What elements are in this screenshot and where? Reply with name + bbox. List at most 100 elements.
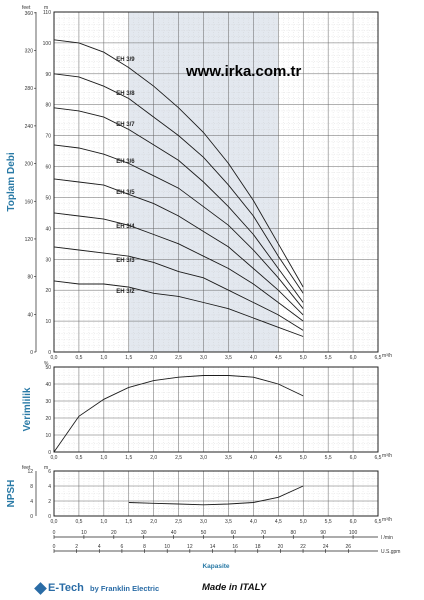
x-tick-label: 1,5 (125, 519, 132, 525)
x-tick-label: 6,5 (375, 519, 382, 525)
y-tick-m: 20 (45, 288, 51, 294)
y-unit-m: m (44, 465, 48, 471)
x-tick-label: 3,0 (200, 519, 207, 525)
footer: E-Tech by Franklin Electric Made in ITAL… (0, 578, 424, 600)
pump-performance-chart: 0,0 0,5 1,0 1,5 2,0 2,5 3,0 3,5 4,0 4,5 5,0 5,5 6,0 6… (6, 5, 400, 570)
y-tick-feet: 240 (25, 124, 34, 130)
efficiency-chart: 0,0 0,5 1,0 1,5 2,0 2,5 3,0 3,5 4,0 4,5 5,0 5,5 6,0 6… (22, 361, 392, 461)
x-tick-label: 4,5 (275, 455, 282, 461)
gpm-tick-label: 4 (98, 544, 101, 550)
x-tick-label: 4,5 (275, 355, 282, 361)
gpm-tick-label: 22 (300, 544, 306, 550)
lmin-tick-label: 100 (349, 530, 358, 536)
y-tick-feet: 360 (25, 11, 34, 17)
y-tick-feet: 4 (30, 499, 33, 505)
y-axis-label: Toplam Debi (6, 152, 17, 211)
plot-frame (53, 470, 379, 517)
gpm-tick-label: 18 (255, 544, 261, 550)
x-tick-label: 2,5 (175, 455, 182, 461)
y-tick-m: 0 (48, 350, 51, 356)
maker-label: by Franklin Electric (90, 584, 160, 593)
y-unit-m: m (44, 5, 48, 11)
head-curve-8 (53, 73, 304, 294)
x-tick-label: 5,0 (300, 519, 307, 525)
plot-frame (53, 366, 379, 453)
x-tick-label: 5,0 (300, 455, 307, 461)
y-tick-m: 90 (45, 72, 51, 78)
y-tick-m: 6 (48, 469, 51, 475)
x-tick-label: 5,5 (325, 519, 332, 525)
lmin-tick-label: 30 (141, 530, 147, 536)
y-tick-feet: 0 (30, 514, 33, 520)
watermark: www.irka.com.tr (185, 63, 301, 80)
lmin-tick-label: 40 (171, 530, 177, 536)
x-unit-label: m³/h (382, 517, 392, 523)
gpm-tick-label: 14 (210, 544, 216, 550)
npsh-curve (128, 485, 304, 506)
gpm-tick-label: 20 (278, 544, 284, 550)
y-axis-label: NPSH (6, 480, 17, 508)
efficiency-curve (53, 375, 304, 453)
x-tick-label: 5,5 (325, 455, 332, 461)
y-tick-m: 70 (45, 134, 51, 140)
lmin-tick-label: 60 (231, 530, 237, 536)
y-tick-eff: 50 (45, 365, 51, 371)
x-tick-label: 4,0 (250, 355, 257, 361)
x-tick-label: 6,5 (375, 455, 382, 461)
y-tick-feet: 40 (27, 312, 33, 318)
x-tick-label: 4,0 (250, 519, 257, 525)
x-tick-label: 5,5 (325, 355, 332, 361)
gpm-tick-label: 6 (121, 544, 124, 550)
lmin-tick-label: 20 (111, 530, 117, 536)
lmin-tick-label: 80 (290, 530, 296, 536)
lmin-tick-label: 90 (320, 530, 326, 536)
y-tick-feet: 280 (25, 86, 34, 92)
x-tick-label: 2,5 (175, 519, 182, 525)
y-tick-eff: 40 (45, 382, 51, 388)
x-unit-label: m³/h (382, 353, 392, 359)
x-tick-label: 3,5 (225, 519, 232, 525)
y-tick-eff: 20 (45, 416, 51, 422)
x-tick-label: 6,0 (350, 519, 357, 525)
gpm-unit: U.S.gpm (381, 549, 400, 555)
head-curve-4 (53, 212, 304, 322)
x-tick-label: 0,0 (51, 455, 58, 461)
gpm-tick-label: 10 (164, 544, 170, 550)
y-tick-m: 80 (45, 103, 51, 109)
x-tick-label: 0,0 (51, 519, 58, 525)
gpm-tick-label: 16 (232, 544, 238, 550)
x-tick-label: 4,5 (275, 519, 282, 525)
x-tick-label: 3,0 (200, 455, 207, 461)
y-unit-feet: feet (22, 5, 31, 11)
x-unit-label: m³/h (382, 453, 392, 459)
x-tick-label: 6,0 (350, 355, 357, 361)
x-tick-label: 0,5 (75, 355, 82, 361)
head-curve-5 (53, 178, 304, 316)
y-tick-feet: 120 (25, 237, 34, 243)
y-tick-m: 40 (45, 226, 51, 232)
head-curve-2 (53, 280, 304, 337)
y-tick-m: 110 (43, 10, 51, 16)
lmin-tick-label: 70 (261, 530, 267, 536)
y-tick-feet: 12 (27, 469, 33, 475)
y-unit-eff: % (44, 361, 49, 367)
y-tick-m: 2 (48, 499, 51, 505)
lmin-tick-label: 10 (81, 530, 87, 536)
x-tick-label: 5,0 (300, 355, 307, 361)
curve-label: EH 3/6 (116, 159, 135, 165)
brand-name: E-Tech (48, 582, 84, 594)
head-curve-6 (53, 144, 304, 309)
y-tick-feet: 160 (25, 199, 34, 205)
curve-label: EH 3/4 (116, 224, 135, 230)
curve-label: EH 3/7 (116, 122, 135, 128)
head-curve-9 (53, 39, 304, 288)
x-tick-label: 6,5 (375, 355, 382, 361)
lmin-tick-label: 50 (201, 530, 207, 536)
y-tick-eff: 30 (45, 399, 51, 405)
curve-label: EH 3/5 (116, 190, 135, 196)
gpm-tick-label: 12 (187, 544, 193, 550)
x-tick-label: 0,0 (51, 355, 58, 361)
curve-label: EH 3/2 (116, 289, 135, 295)
x-tick-label: 1,0 (100, 355, 107, 361)
y-tick-eff: 10 (45, 433, 51, 439)
